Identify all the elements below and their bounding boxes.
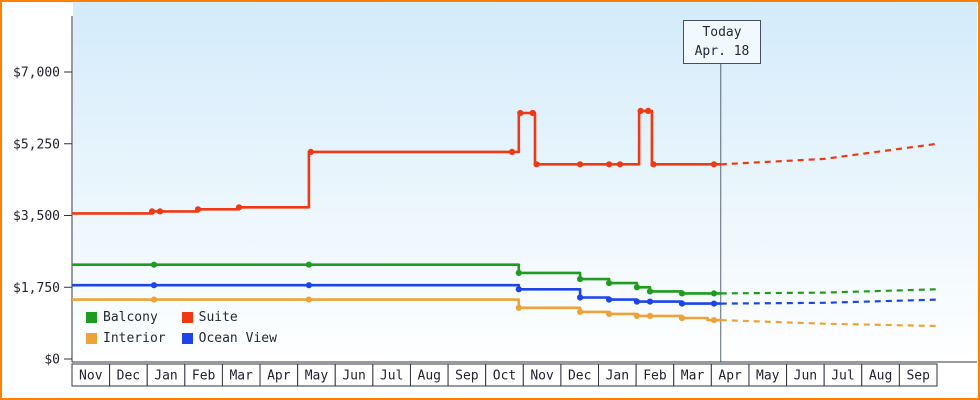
legend-swatch-suite	[181, 312, 193, 323]
month-label: Dec	[117, 369, 140, 384]
month-label: Feb	[643, 369, 667, 384]
data-point-ocean-view	[606, 296, 613, 303]
data-point-suite	[235, 204, 243, 211]
data-point-suite	[517, 109, 524, 117]
month-label: Dec	[568, 369, 591, 384]
today-marker-box: Today Apr. 18	[683, 20, 761, 64]
data-point-interior	[606, 310, 613, 317]
data-point-ocean-view	[646, 298, 654, 305]
data-point-suite	[645, 107, 652, 114]
data-point-interior	[646, 312, 654, 319]
data-point-balcony	[305, 261, 312, 268]
series-line-interior	[72, 298, 721, 322]
data-point-interior	[678, 314, 686, 322]
data-point-interior	[150, 296, 158, 303]
legend-item-suite: Suite	[181, 310, 277, 325]
data-point-interior	[633, 312, 641, 319]
month-label: Jun	[342, 369, 365, 384]
data-point-ocean-view	[633, 298, 641, 305]
data-point-ocean-view	[305, 282, 312, 289]
data-point-suite	[710, 161, 718, 168]
forecast-line-interior	[720, 319, 938, 328]
legend: Balcony Suite Interior Ocean View	[86, 310, 277, 346]
month-label: May	[756, 369, 780, 384]
today-date: Apr. 18	[694, 44, 750, 59]
data-point-suite	[533, 161, 540, 168]
legend-label: Balcony	[103, 310, 158, 325]
data-point-ocean-view	[515, 286, 522, 293]
forecast-line-balcony	[720, 288, 938, 295]
data-point-suite	[149, 208, 156, 215]
plot-background	[73, 2, 977, 362]
data-point-suite	[194, 206, 202, 213]
legend-item-balcony: Balcony	[86, 310, 166, 325]
legend-label: Interior	[103, 331, 166, 346]
data-point-suite	[307, 148, 314, 155]
legend-item-interior: Interior	[86, 331, 166, 346]
data-point-ocean-view	[678, 300, 686, 307]
legend-label: Suite	[198, 310, 238, 325]
y-tick-label: $5,250	[13, 137, 60, 152]
data-point-suite	[577, 161, 584, 168]
series-line-balcony	[72, 263, 721, 295]
forecast-line-ocean-view	[720, 298, 938, 305]
data-point-interior	[305, 296, 312, 303]
month-label: Jan	[606, 369, 629, 384]
today-label: Today	[702, 25, 742, 40]
forecast-line-suite	[720, 142, 938, 166]
month-label: Sep	[455, 369, 479, 384]
data-point-suite	[606, 161, 613, 168]
month-label: Aug	[869, 369, 892, 384]
data-point-suite	[156, 208, 164, 215]
data-point-balcony	[678, 290, 686, 297]
legend-label: Ocean View	[198, 331, 277, 346]
y-tick-label: $3,500	[13, 209, 60, 224]
data-point-balcony	[515, 269, 522, 276]
legend-swatch-interior	[86, 333, 97, 344]
month-label: Aug	[418, 369, 441, 384]
data-point-interior	[710, 317, 718, 324]
month-label: Oct	[493, 369, 516, 384]
month-label: Jul	[831, 369, 854, 384]
month-label: May	[305, 369, 329, 384]
legend-swatch-ocean-view	[181, 333, 193, 344]
data-point-suite	[616, 161, 624, 168]
data-point-balcony	[577, 276, 584, 283]
month-label: Jul	[380, 369, 403, 384]
data-point-balcony	[606, 280, 613, 287]
data-point-balcony	[150, 261, 158, 268]
data-point-suite	[650, 161, 657, 168]
data-point-ocean-view	[150, 282, 158, 289]
month-label: Jun	[794, 369, 817, 384]
data-point-interior	[515, 304, 522, 311]
legend-swatch-balcony	[86, 312, 97, 323]
month-cell	[898, 363, 938, 387]
y-tick-label: $7,000	[13, 66, 60, 81]
month-label: Jan	[154, 369, 177, 384]
month-label: Mar	[681, 369, 705, 384]
data-point-suite	[637, 107, 644, 114]
data-point-ocean-view	[577, 294, 584, 301]
month-label: Feb	[192, 369, 216, 384]
month-label: Mar	[229, 369, 253, 384]
data-point-balcony	[710, 290, 718, 297]
month-label: Apr	[718, 369, 742, 384]
month-label: Nov	[530, 369, 554, 384]
y-tick-label: $0	[44, 353, 60, 368]
month-label: Sep	[906, 369, 930, 384]
legend-item-ocean-view: Ocean View	[181, 331, 277, 346]
data-point-balcony	[646, 288, 654, 295]
data-point-suite	[529, 109, 536, 117]
y-tick-label: $1,750	[13, 281, 60, 296]
data-point-ocean-view	[710, 300, 718, 307]
month-label: Apr	[267, 369, 291, 384]
month-label: Nov	[79, 369, 103, 384]
data-point-interior	[577, 308, 584, 315]
data-point-balcony	[633, 284, 641, 291]
data-point-suite	[508, 148, 516, 155]
